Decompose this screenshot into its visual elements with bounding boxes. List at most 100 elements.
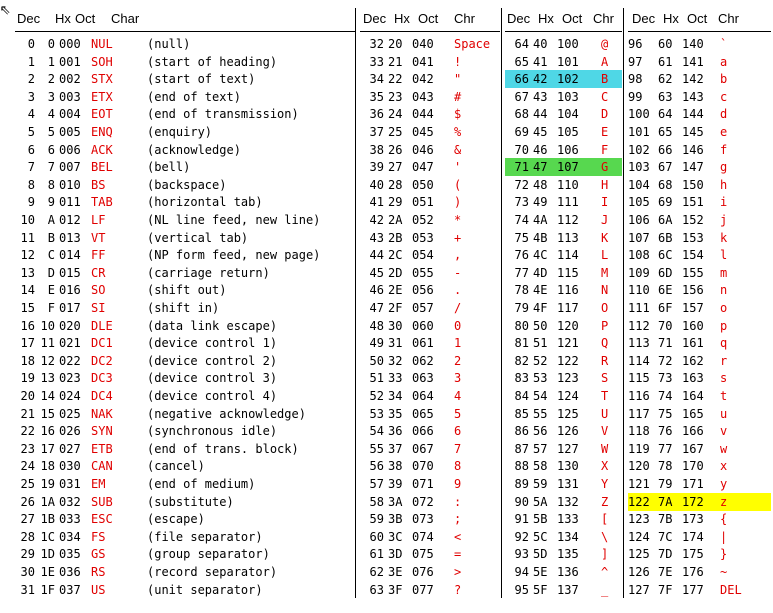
table-row: 100 64 144 d <box>628 105 771 123</box>
cell-char: J <box>601 213 609 227</box>
cell-oct: 126 <box>557 424 579 439</box>
cell-oct: 011 <box>59 195 81 210</box>
cell-hex: 3 <box>47 89 55 104</box>
table-row: 121 79 171 y <box>628 475 771 493</box>
cell-hex: 71 <box>658 336 673 351</box>
table-row: 98 62 142 b <box>628 70 771 88</box>
cell-char: G <box>601 160 609 175</box>
cell-hex: 5E <box>533 565 548 579</box>
cell-dec: 34 <box>369 72 384 87</box>
cell-dec: 16 <box>20 318 35 333</box>
cell-oct: 145 <box>682 125 704 139</box>
cell-hex: 0 <box>47 37 55 51</box>
cell-description: (device control 4) <box>147 389 278 403</box>
table-row: 7 7 007 BEL (bell) <box>15 158 356 176</box>
cell-char: SOH <box>91 54 113 69</box>
cell-char: S <box>601 371 609 386</box>
cell-hex: 54 <box>533 389 548 403</box>
cell-oct: 104 <box>557 107 579 122</box>
cell-oct: 173 <box>682 512 704 527</box>
cell-oct: 022 <box>59 353 81 368</box>
cell-oct: 047 <box>412 160 434 175</box>
cell-oct: 014 <box>59 248 81 263</box>
cell-description: (acknowledge) <box>147 142 241 157</box>
cell-dec: 126 <box>628 565 650 579</box>
table-row: 17 11 021 DC1 (device control 1) <box>15 334 356 352</box>
table-row: 96 60 140 ` <box>628 35 771 53</box>
cell-oct: 171 <box>682 477 704 491</box>
cell-oct: 136 <box>557 565 579 579</box>
cell-char: , <box>454 248 462 263</box>
table-row: 52 34 064 4 <box>360 387 500 405</box>
table-row: 103 67 147 g <box>628 158 771 176</box>
cell-char: Space <box>454 37 491 51</box>
cell-dec: 52 <box>369 389 384 403</box>
cell-dec: 49 <box>369 336 384 351</box>
table-row: 16 10 020 DLE (data link escape) <box>15 317 356 335</box>
cell-hex: 5D <box>533 547 548 562</box>
cell-oct: 132 <box>557 494 579 509</box>
table-row: 118 76 166 v <box>628 422 771 440</box>
cell-hex: 19 <box>40 477 55 491</box>
cell-oct: 067 <box>412 441 434 456</box>
cell-hex: 50 <box>533 318 548 333</box>
cell-hex: 52 <box>533 353 548 368</box>
cell-hex: 6E <box>658 283 673 298</box>
cell-dec: 39 <box>369 160 384 175</box>
cell-dec: 6 <box>27 142 35 157</box>
cell-char: SYN <box>91 424 113 439</box>
cell-hex: 74 <box>658 389 673 403</box>
cell-hex: 4C <box>533 248 548 263</box>
cell-oct: 102 <box>557 72 579 87</box>
table-row: 64 40 100 @ <box>505 35 622 53</box>
cell-description: (horizontal tab) <box>147 195 263 210</box>
cell-oct: 130 <box>557 459 579 474</box>
cell-oct: 020 <box>59 318 81 333</box>
table-row: 109 6D 155 m <box>628 264 771 282</box>
cell-dec: 19 <box>20 371 35 386</box>
table-row: 46 2E 056. <box>360 281 500 299</box>
cell-char: ESC <box>91 512 113 527</box>
cell-oct: 133 <box>557 512 579 527</box>
cell-oct: 001 <box>59 54 81 69</box>
cell-char: ] <box>601 547 609 562</box>
table-row: 14 E 016 SO (shift out) <box>15 281 356 299</box>
cell-hex: 72 <box>658 353 673 368</box>
cell-oct: 147 <box>682 160 704 175</box>
cell-oct: 123 <box>557 371 579 386</box>
cell-char: ` <box>720 37 728 51</box>
cell-oct: 176 <box>682 565 704 579</box>
cell-char: > <box>454 565 462 579</box>
table-row: 124 7C 174 | <box>628 528 771 546</box>
cell-char: # <box>454 89 462 104</box>
cell-description: (NL line feed, new line) <box>147 213 321 227</box>
cell-oct: 037 <box>59 582 81 597</box>
table-row: 82 52 122 R <box>505 352 622 370</box>
cell-oct: 151 <box>682 195 704 210</box>
cell-dec: 100 <box>628 107 650 122</box>
cell-hex: 49 <box>533 195 548 210</box>
cell-oct: 010 <box>59 177 81 192</box>
table-row: 78 4E 116 N <box>505 281 622 299</box>
cell-oct: 074 <box>412 529 434 544</box>
table-row: 22 16 026 SYN (synchronous idle) <box>15 422 356 440</box>
table-row: 47 2F 057 / <box>360 299 500 317</box>
cell-hex: 13 <box>40 371 55 386</box>
cell-dec: 3 <box>27 89 35 104</box>
cell-hex: 45 <box>533 125 548 139</box>
cell-dec: 33 <box>369 54 384 69</box>
cell-dec: 70 <box>514 142 529 157</box>
table-row: 49 31 061 1 <box>360 334 500 352</box>
table-header-2: Dec Hx Oct Chr <box>363 11 475 31</box>
cell-char: A <box>601 54 609 69</box>
cell-char: BS <box>91 177 106 192</box>
cell-dec: 22 <box>20 424 35 439</box>
cell-description: (unit separator) <box>147 582 263 597</box>
cell-dec: 113 <box>628 336 650 351</box>
cell-dec: 42 <box>369 213 384 227</box>
cell-hex: 37 <box>388 441 403 456</box>
table-row: 85 55 125 U <box>505 405 622 423</box>
cell-dec: 83 <box>514 371 529 386</box>
table-row: 9 9 011 TAB (horizontal tab) <box>15 193 356 211</box>
cell-oct: 004 <box>59 107 81 122</box>
